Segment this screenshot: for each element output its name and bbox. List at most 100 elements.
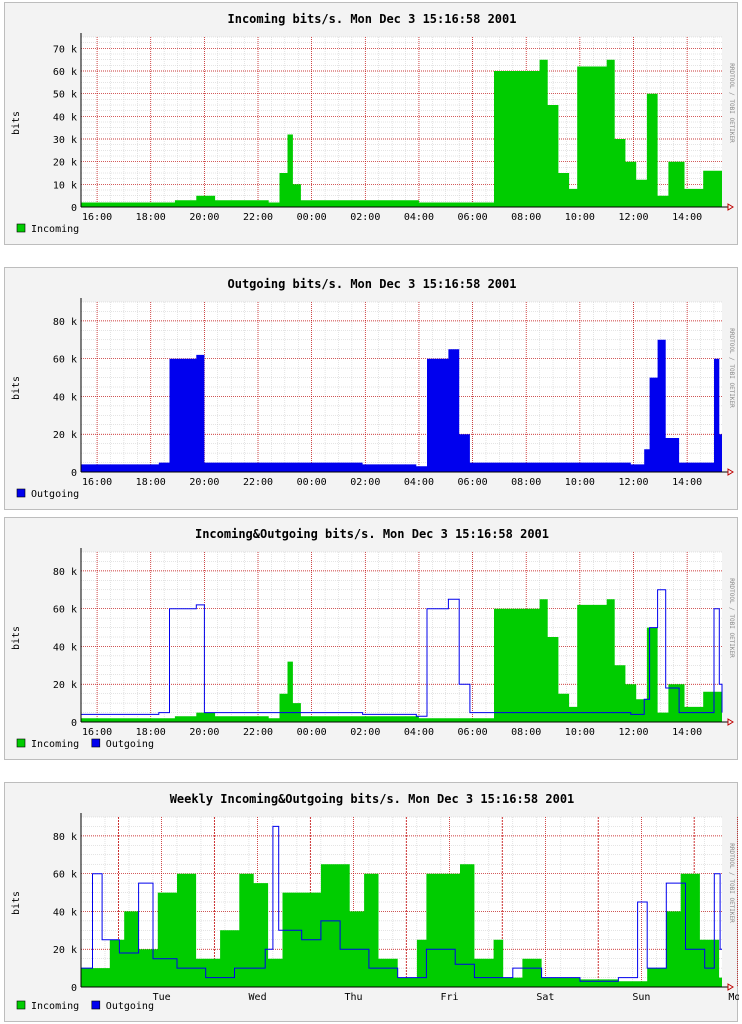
x-tick-label: 00:00 (297, 212, 327, 223)
legend-label: Incoming (31, 224, 79, 235)
y-tick-label: 0 (71, 983, 77, 994)
y-tick-label: 20 k (53, 680, 77, 691)
x-tick-label: 06:00 (458, 212, 488, 223)
legend-label: Incoming (31, 739, 79, 750)
x-tick-label: 16:00 (82, 477, 112, 488)
y-tick-label: 40 k (53, 907, 77, 918)
y-tick-label: 40 k (53, 112, 77, 123)
credit-text: RRDTOOL / TOBI OETIKER (728, 843, 735, 923)
x-tick-label: 10:00 (565, 727, 595, 738)
y-tick-label: 40 k (53, 642, 77, 653)
y-tick-label: 10 k (53, 180, 77, 191)
y-tick-label: 0 (71, 468, 77, 479)
x-tick-label: 18:00 (136, 212, 166, 223)
y-tick-label: 50 k (53, 90, 77, 101)
x-tick-label: 20:00 (189, 727, 219, 738)
y-tick-label: 0 (71, 718, 77, 729)
x-tick-label: 06:00 (458, 727, 488, 738)
series-incoming-area (81, 599, 722, 722)
y-tick-label: 20 k (53, 158, 77, 169)
y-axis-label: bits (11, 891, 22, 915)
legend-swatch (91, 738, 101, 748)
x-tick-label: 22:00 (243, 212, 273, 223)
legend-swatch (16, 738, 26, 748)
y-tick-label: 40 k (53, 392, 77, 403)
x-tick-label: 20:00 (189, 212, 219, 223)
x-tick-label: 04:00 (404, 727, 434, 738)
x-tick-label: Thu (344, 992, 362, 1003)
x-tick-label: Sun (632, 992, 650, 1003)
graph-title: Outgoing bits/s. Mon Dec 3 15:16:58 2001 (228, 277, 517, 291)
legend-swatch (16, 1000, 26, 1010)
x-tick-label: 22:00 (243, 477, 273, 488)
y-tick-label: 60 k (53, 67, 77, 78)
x-tick-label: 08:00 (511, 477, 541, 488)
y-tick-label: 60 k (53, 870, 77, 881)
combined-graph: Incoming&Outgoing bits/s. Mon Dec 3 15:1… (11, 527, 735, 750)
series-outgoing-area (81, 339, 722, 472)
y-tick-label: 80 k (53, 832, 77, 843)
y-axis-label: bits (11, 376, 22, 400)
x-tick-label: 22:00 (243, 727, 273, 738)
x-tick-label: 02:00 (350, 212, 380, 223)
x-tick-label: 16:00 (82, 727, 112, 738)
legend-swatch (16, 223, 26, 233)
y-tick-label: 30 k (53, 135, 77, 146)
x-tick-label: 08:00 (511, 212, 541, 223)
x-tick-label: 12:00 (618, 212, 648, 223)
y-tick-label: 80 k (53, 317, 77, 328)
y-tick-label: 80 k (53, 567, 77, 578)
x-tick-label: 04:00 (404, 477, 434, 488)
y-tick-label: 60 k (53, 355, 77, 366)
legend-swatch (16, 488, 26, 498)
y-axis-label: bits (11, 626, 22, 650)
weekly-graph: Weekly Incoming&Outgoing bits/s. Mon Dec… (11, 792, 739, 1012)
x-tick-label: 16:00 (82, 212, 112, 223)
legend-label: Outgoing (106, 739, 154, 750)
x-tick-label: 20:00 (189, 477, 219, 488)
x-tick-label: 14:00 (672, 727, 702, 738)
y-tick-label: 20 k (53, 945, 77, 956)
x-tick-label: 14:00 (672, 212, 702, 223)
x-tick-label: 12:00 (618, 477, 648, 488)
graph-title: Incoming&Outgoing bits/s. Mon Dec 3 15:1… (195, 527, 549, 541)
credit-text: RRDTOOL / TOBI OETIKER (728, 63, 735, 143)
series-outgoing-line (81, 589, 723, 717)
series-incoming-area (81, 864, 722, 987)
x-tick-label: Tue (153, 992, 171, 1003)
x-tick-label: Fri (440, 992, 458, 1003)
incoming-graph: Incoming bits/s. Mon Dec 3 15:16:58 2001… (11, 12, 735, 235)
y-tick-label: 60 k (53, 605, 77, 616)
graph-title: Incoming bits/s. Mon Dec 3 15:16:58 2001 (228, 12, 517, 26)
legend-label: Incoming (31, 1001, 79, 1012)
legend-label: Outgoing (31, 489, 79, 500)
x-tick-label: 02:00 (350, 727, 380, 738)
x-tick-label: 14:00 (672, 477, 702, 488)
y-tick-label: 70 k (53, 44, 77, 55)
y-axis-label: bits (11, 111, 22, 135)
legend-label: Outgoing (106, 1001, 154, 1012)
graph-title: Weekly Incoming&Outgoing bits/s. Mon Dec… (170, 792, 575, 806)
credit-text: RRDTOOL / TOBI OETIKER (728, 578, 735, 658)
x-tick-label: 18:00 (136, 727, 166, 738)
x-tick-label: 00:00 (297, 477, 327, 488)
x-tick-label: Mon (728, 992, 739, 1003)
x-axis-arrow (727, 468, 734, 476)
x-tick-label: 12:00 (618, 727, 648, 738)
x-tick-label: Wed (249, 992, 267, 1003)
x-axis-arrow (727, 718, 734, 726)
y-tick-label: 0 (71, 203, 77, 214)
weekly-graph-panel: Weekly Incoming&Outgoing bits/s. Mon Dec… (4, 782, 739, 1022)
incoming-graph-panel: Incoming bits/s. Mon Dec 3 15:16:58 2001… (4, 2, 738, 245)
x-tick-label: Sat (536, 992, 554, 1003)
legend-swatch (91, 1000, 101, 1010)
outgoing-graph-panel: Outgoing bits/s. Mon Dec 3 15:16:58 2001… (4, 267, 738, 510)
x-tick-label: 04:00 (404, 212, 434, 223)
x-axis-arrow (727, 203, 734, 211)
x-tick-label: 10:00 (565, 212, 595, 223)
y-tick-label: 20 k (53, 430, 77, 441)
x-tick-label: 02:00 (350, 477, 380, 488)
x-tick-label: 08:00 (511, 727, 541, 738)
series-incoming-area (81, 59, 722, 208)
series-outgoing-line (81, 825, 722, 982)
